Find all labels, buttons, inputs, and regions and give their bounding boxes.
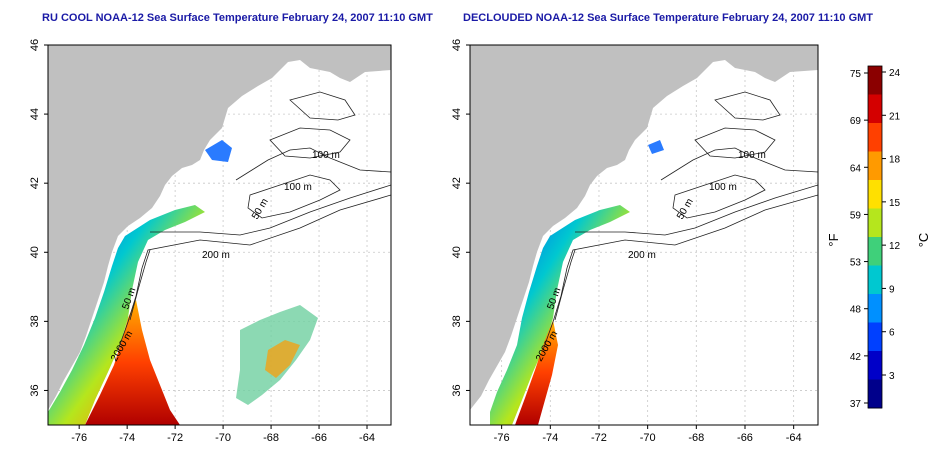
celsius-tick-label: 12 xyxy=(889,241,901,252)
sst-warm-core xyxy=(85,300,180,425)
sst-coastal-band xyxy=(490,205,630,425)
contour-label: 200 m xyxy=(628,250,656,261)
y-tick-label: 36 xyxy=(29,384,41,396)
y-tick-label: 46 xyxy=(29,39,41,51)
contour-label: 100 m xyxy=(312,150,340,161)
fahrenheit-tick-label: 69 xyxy=(850,116,862,127)
x-tick-label: -74 xyxy=(542,432,558,444)
x-tick-label: -76 xyxy=(71,432,87,444)
land-mass xyxy=(470,45,818,410)
colorbar-swatch xyxy=(868,66,882,95)
x-tick-label: -68 xyxy=(688,432,704,444)
colorbar-swatch xyxy=(868,265,882,295)
celsius-tick-label: 15 xyxy=(889,198,901,209)
x-tick-label: -70 xyxy=(640,432,656,444)
x-tick-label: -68 xyxy=(263,432,279,444)
y-tick-label: 44 xyxy=(29,108,41,120)
y-tick-label: 38 xyxy=(451,315,463,327)
celsius-tick-label: 6 xyxy=(889,328,895,339)
y-tick-label: 44 xyxy=(451,108,463,120)
x-tick-label: -66 xyxy=(311,432,327,444)
colorbar-swatch xyxy=(868,351,882,380)
panel-title-left: RU COOL NOAA-12 Sea Surface Temperature … xyxy=(42,12,433,24)
celsius-tick-label: 18 xyxy=(889,155,901,166)
x-tick-label: -70 xyxy=(215,432,231,444)
sst-offshore-warm xyxy=(265,340,300,378)
land-mass xyxy=(48,45,391,410)
colorbar-celsius-unit: °C xyxy=(916,233,931,248)
x-axis-ticks-left: -76 -74 -72 -70 -68 -66 -64 xyxy=(71,425,375,444)
x-tick-label: -64 xyxy=(359,432,375,444)
celsius-tick-label: 21 xyxy=(889,111,901,122)
y-axis-ticks-right: 36 38 40 42 44 46 xyxy=(451,39,470,397)
celsius-tick-label: 24 xyxy=(889,68,901,79)
fahrenheit-tick-label: 53 xyxy=(850,258,862,269)
colorbar-swatch xyxy=(868,379,882,409)
panel-title-right: DECLOUDED NOAA-12 Sea Surface Temperatur… xyxy=(463,12,874,24)
y-tick-label: 36 xyxy=(451,384,463,396)
fahrenheit-tick-label: 37 xyxy=(850,399,862,410)
y-tick-label: 42 xyxy=(451,177,463,189)
x-tick-label: -76 xyxy=(494,432,510,444)
colorbar-fahrenheit-ticks: 75 69 64 59 53 48 42 37 xyxy=(850,69,868,410)
fahrenheit-tick-label: 64 xyxy=(850,163,862,174)
lat-lon-grid xyxy=(470,45,818,425)
colorbar-swatch xyxy=(868,237,882,266)
colorbar-swatch xyxy=(868,180,882,209)
colorbar-swatch xyxy=(868,94,882,124)
y-tick-label: 40 xyxy=(451,246,463,258)
x-axis-ticks-right: -76 -74 -72 -70 -68 -66 -64 xyxy=(494,425,802,444)
bathymetry-contours xyxy=(542,91,818,351)
colorbar-fahrenheit-unit: °F xyxy=(826,233,841,246)
colorbar-swatch xyxy=(868,123,882,152)
colorbar-swatches xyxy=(868,66,882,409)
map-panel-left: 100 m 100 m 50 m 200 m 50 m 2000 m -76 -7… xyxy=(29,39,392,444)
x-tick-label: -74 xyxy=(119,432,135,444)
y-tick-label: 46 xyxy=(451,39,463,51)
x-tick-label: -72 xyxy=(167,432,183,444)
fahrenheit-tick-label: 59 xyxy=(850,210,862,221)
colorbar-swatch xyxy=(868,208,882,238)
x-tick-label: -64 xyxy=(786,432,802,444)
y-axis-ticks-left: 36 38 40 42 44 46 xyxy=(29,39,48,397)
celsius-tick-label: 9 xyxy=(889,284,895,295)
fahrenheit-tick-label: 48 xyxy=(850,305,862,316)
x-tick-label: -66 xyxy=(737,432,753,444)
bathymetry-contours xyxy=(117,91,391,351)
colorbar-swatch xyxy=(868,151,882,181)
sst-warm-core xyxy=(515,320,558,425)
sst-coastal-band xyxy=(48,205,205,425)
contour-label: 100 m xyxy=(738,150,766,161)
colorbar-swatch xyxy=(868,294,882,323)
y-tick-label: 42 xyxy=(29,177,41,189)
colorbar-swatch xyxy=(868,322,882,352)
sst-maine-patch xyxy=(648,140,664,154)
contour-label: 100 m xyxy=(284,182,312,193)
y-tick-label: 40 xyxy=(29,246,41,258)
fahrenheit-tick-label: 42 xyxy=(850,352,862,363)
contour-label: 200 m xyxy=(202,250,230,261)
contour-label: 100 m xyxy=(709,182,737,193)
sst-maine-patch xyxy=(205,140,232,162)
colorbar-celsius-ticks: 24 21 18 15 12 9 6 3 xyxy=(882,68,901,382)
x-tick-label: -72 xyxy=(591,432,607,444)
map-panel-right: 100 m 100 m 50 m 200 m 50 m 2000 m -76 -7… xyxy=(451,39,819,444)
fahrenheit-tick-label: 75 xyxy=(850,69,862,80)
celsius-tick-label: 3 xyxy=(889,371,895,382)
temperature-colorbar: 75 69 64 59 53 48 42 37 24 21 18 15 12 9 6 3 °F °C xyxy=(826,65,931,410)
y-tick-label: 38 xyxy=(29,315,41,327)
